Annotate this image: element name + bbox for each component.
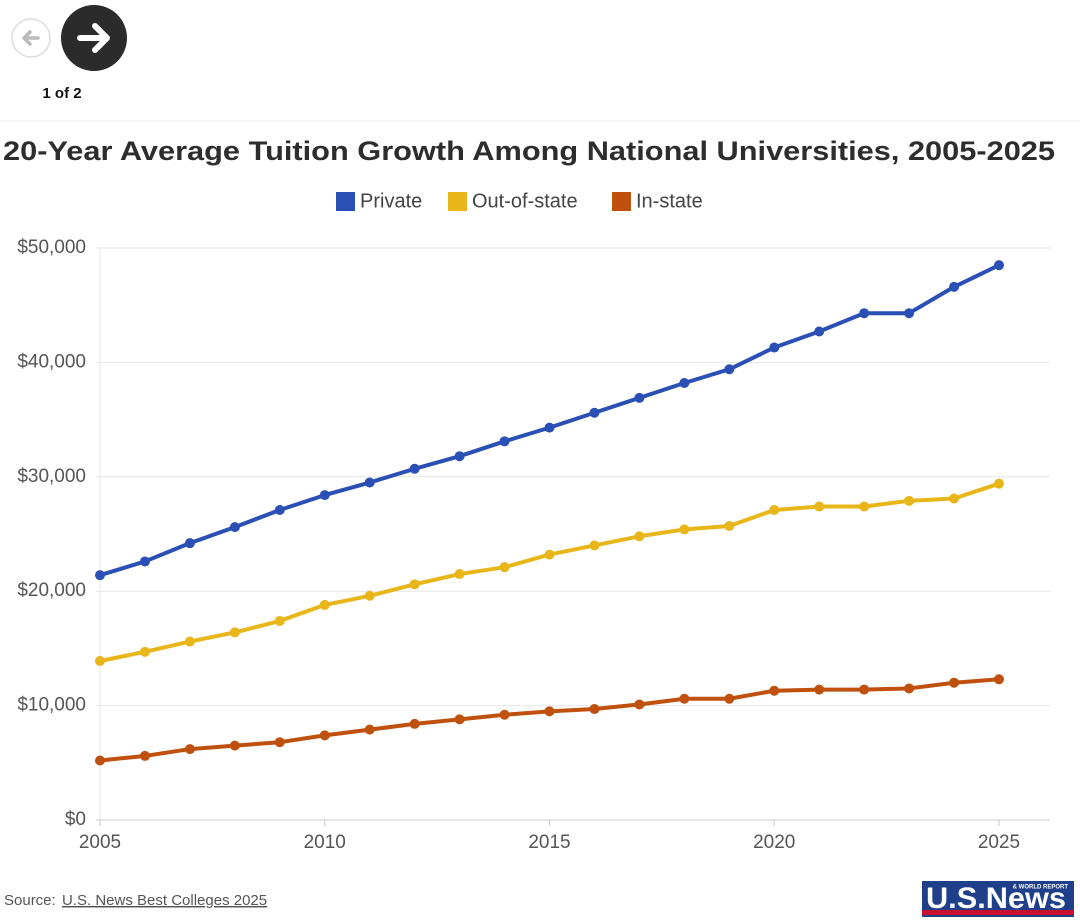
data-point [319, 599, 330, 610]
data-point [724, 520, 735, 531]
data-point [634, 392, 645, 403]
data-point [184, 744, 195, 755]
data-point [499, 436, 510, 447]
data-point [589, 407, 600, 418]
back-button[interactable] [11, 18, 51, 58]
data-point [949, 493, 960, 504]
x-tick-label: 2025 [978, 832, 1020, 853]
data-point [139, 646, 150, 657]
legend-label: Out-of-state [472, 190, 578, 212]
logo: U.S.News & WORLD REPORT [922, 881, 1074, 917]
data-point [454, 714, 465, 725]
data-point [229, 522, 240, 533]
data-point [544, 422, 555, 433]
source-label: Source: [4, 892, 56, 909]
data-point [994, 674, 1004, 685]
y-tick-label: $20,000 [17, 580, 86, 601]
data-point [769, 342, 780, 353]
data-point [904, 683, 915, 694]
data-point [409, 463, 420, 474]
data-point [904, 308, 915, 319]
data-point [499, 709, 510, 720]
data-point [859, 501, 870, 512]
data-point [634, 531, 645, 542]
data-point [679, 377, 690, 388]
legend-swatch [448, 192, 467, 211]
logo-name: U.S.News [926, 882, 1066, 915]
data-point [319, 490, 330, 501]
data-point [769, 685, 780, 696]
data-point [95, 755, 105, 766]
x-tick-label: 2005 [79, 832, 121, 853]
legend-label: In-state [636, 190, 703, 212]
data-point [859, 308, 870, 319]
data-point [184, 538, 195, 549]
data-point [589, 704, 600, 715]
data-point [454, 451, 465, 462]
pager: 1 of 2 [42, 85, 81, 102]
chart-title: 20-Year Average Tuition Growth Among Nat… [3, 136, 1055, 166]
data-point [364, 477, 375, 488]
data-point [274, 504, 285, 515]
data-point [544, 706, 555, 717]
data-point [994, 260, 1004, 271]
data-point [364, 590, 375, 601]
y-tick-label: $10,000 [17, 695, 86, 716]
data-point [319, 730, 330, 741]
data-point [274, 615, 285, 626]
legend-swatch [336, 192, 355, 211]
data-point [229, 627, 240, 638]
data-point [949, 281, 960, 292]
data-point [184, 636, 195, 647]
data-point [814, 684, 825, 695]
y-tick-label: $50,000 [17, 237, 86, 258]
logo-tag: & WORLD REPORT [1013, 885, 1069, 891]
y-tick-label: $30,000 [17, 466, 86, 487]
data-point [634, 699, 645, 710]
data-point [679, 524, 690, 535]
source-link[interactable]: U.S. News Best Colleges 2025 [62, 892, 267, 909]
data-point [904, 495, 915, 506]
data-point [814, 501, 825, 512]
data-point [454, 569, 465, 580]
data-point [409, 579, 420, 590]
next-button[interactable] [61, 5, 127, 71]
data-point [679, 693, 690, 704]
data-point [544, 549, 555, 560]
data-point [229, 740, 240, 751]
y-tick-label: $0 [65, 809, 86, 830]
data-point [994, 478, 1004, 489]
legend-label: Private [360, 190, 422, 212]
data-point [859, 684, 870, 695]
legend-swatch [612, 192, 631, 211]
data-point [139, 750, 150, 761]
data-point [769, 504, 780, 515]
data-point [724, 364, 735, 375]
data-point [949, 677, 960, 688]
x-tick-label: 2010 [304, 832, 346, 853]
x-tick-label: 2015 [528, 832, 570, 853]
data-point [589, 540, 600, 551]
data-point [139, 556, 150, 567]
data-point [95, 570, 105, 581]
y-tick-label: $40,000 [17, 351, 86, 372]
data-point [724, 693, 735, 704]
x-tick-label: 2020 [753, 832, 795, 853]
data-point [95, 655, 105, 666]
data-point [814, 326, 825, 337]
data-point [274, 737, 285, 748]
data-point [499, 562, 510, 573]
data-point [409, 718, 420, 729]
data-point [364, 724, 375, 735]
